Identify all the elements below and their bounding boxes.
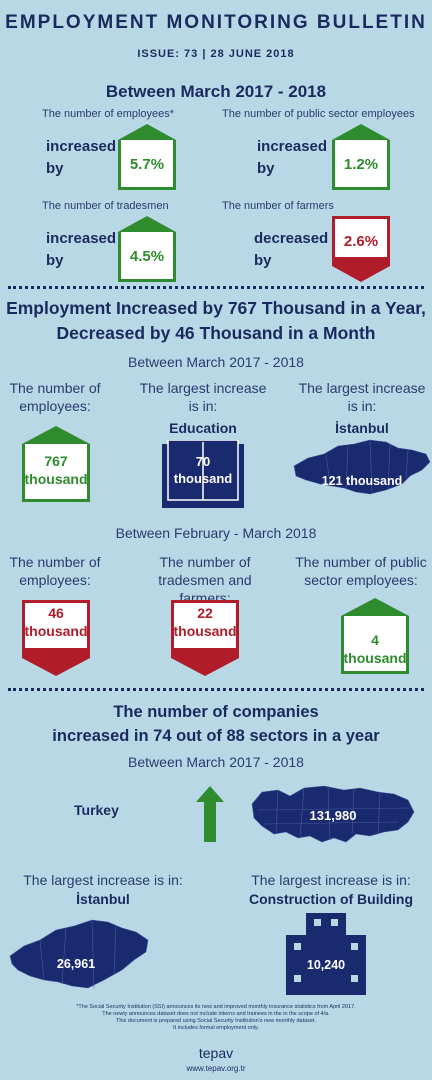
- yearly-employees-up-arrow-icon: [22, 426, 90, 502]
- farmers-verb: decreased by: [254, 230, 329, 269]
- monthly-public-sector-label: The number of public sector employees:: [295, 554, 427, 588]
- section3-heading: The number of companies increased in 74 …: [52, 703, 380, 745]
- bulletin-title: EMPLOYMENT MONITORING BULLETIN: [5, 12, 427, 33]
- tradesmen-up-arrow-icon: [118, 216, 176, 282]
- companies-istanbul-label: The largest increase is in:: [23, 872, 183, 888]
- monthly-tradesmen-value: 22 thousand: [173, 605, 237, 639]
- turkey-value: 131,980: [309, 808, 357, 823]
- companies-istanbul-name: İstanbul: [76, 891, 130, 907]
- monthly-public-sector-value: 4 thousand: [343, 632, 407, 666]
- turkey-map-icon: [251, 785, 415, 843]
- yearly-largest-city-name: İstanbul: [335, 420, 389, 436]
- section2-heading: Employment Increased by 767 Thousand in …: [6, 298, 426, 343]
- tepav-logo: tepav: [198, 1045, 234, 1061]
- yearly-employees-value: 767 thousand: [24, 453, 88, 487]
- yearly-largest-city-value: 121 thousand: [321, 474, 403, 488]
- employees-label: The number of employees*: [42, 108, 175, 120]
- istanbul-companies-map-icon: [9, 919, 149, 989]
- section2-period2: Between February - March 2018: [115, 525, 317, 541]
- public-sector-label: The number of public sector employees: [222, 108, 415, 120]
- construction-label: The largest increase is in:: [251, 872, 411, 888]
- issue-line: ISSUE: 73 | 28 JUNE 2018: [137, 48, 295, 60]
- monthly-tradesmen-down-arrow-icon: [171, 600, 239, 676]
- book-icon: [162, 440, 244, 508]
- istanbul-map-icon: [293, 439, 431, 495]
- monthly-employees-label: The number of employees:: [9, 554, 101, 588]
- footnote: *The Social Security Institution (SSI) a…: [76, 1004, 356, 1031]
- companies-istanbul-value: 26,961: [56, 957, 96, 971]
- construction-value: 10,240: [306, 958, 346, 972]
- monthly-employees-down-arrow-icon: [22, 600, 90, 676]
- public-sector-pct: 1.2%: [343, 156, 379, 173]
- farmers-pct: 2.6%: [343, 233, 379, 250]
- section2-period1: Between March 2017 - 2018: [128, 354, 304, 370]
- public-sector-verb: increased by: [257, 138, 328, 177]
- yearly-largest-city-label: The largest increase is in:: [298, 380, 426, 414]
- employees-up-arrow-icon: [118, 124, 176, 190]
- construction-name: Construction of Building: [248, 891, 414, 907]
- tradesmen-pct: 4.5%: [129, 248, 165, 265]
- section3-period: Between March 2017 - 2018: [128, 754, 304, 770]
- monthly-employees-value: 46 thousand: [24, 605, 88, 639]
- monthly-public-sector-up-arrow-icon: [341, 598, 409, 674]
- building-icon: [286, 913, 366, 995]
- monthly-tradesmen-label: The number of tradesmen and farmers:: [158, 554, 252, 606]
- tradesmen-verb: increased by: [46, 230, 117, 269]
- farmers-label: The number of farmers: [222, 200, 334, 212]
- public-sector-up-arrow-icon: [332, 124, 390, 190]
- divider-2: [8, 688, 424, 691]
- tradesmen-label: The number of tradesmen: [42, 200, 169, 212]
- up-arrow-icon: [196, 786, 224, 842]
- employees-verb: increased by: [46, 138, 117, 177]
- yearly-largest-sector-label: The largest increase is in:: [139, 380, 267, 414]
- divider-1: [8, 286, 424, 289]
- yearly-largest-sector-value: 70 thousand: [173, 454, 233, 486]
- turkey-label: Turkey: [74, 802, 119, 818]
- website-link[interactable]: www.tepav.org.tr: [186, 1064, 246, 1073]
- yearly-largest-sector-name: Education: [169, 420, 237, 436]
- farmers-down-arrow-icon: [332, 216, 390, 282]
- yearly-employees-label: The number of employees:: [9, 380, 101, 414]
- employees-pct: 5.7%: [129, 156, 165, 173]
- section1-heading: Between March 2017 - 2018: [105, 82, 327, 101]
